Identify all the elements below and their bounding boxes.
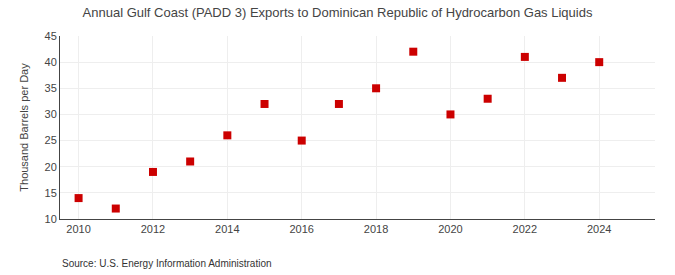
svg-text:Thousand Barrels per Day: Thousand Barrels per Day bbox=[18, 63, 30, 192]
svg-text:20: 20 bbox=[45, 161, 57, 173]
svg-text:10: 10 bbox=[45, 213, 57, 225]
svg-text:2016: 2016 bbox=[289, 223, 313, 235]
svg-text:2012: 2012 bbox=[141, 223, 165, 235]
svg-text:2018: 2018 bbox=[364, 223, 388, 235]
svg-text:45: 45 bbox=[45, 30, 57, 42]
svg-text:2024: 2024 bbox=[587, 223, 611, 235]
svg-text:25: 25 bbox=[45, 134, 57, 146]
svg-text:2014: 2014 bbox=[215, 223, 239, 235]
svg-text:15: 15 bbox=[45, 187, 57, 199]
svg-text:Source: U.S. Energy Informatio: Source: U.S. Energy Information Administ… bbox=[62, 258, 272, 269]
svg-text:Annual Gulf Coast (PADD 3) Exp: Annual Gulf Coast (PADD 3) Exports to Do… bbox=[83, 5, 593, 20]
svg-text:2022: 2022 bbox=[513, 223, 537, 235]
svg-text:40: 40 bbox=[45, 56, 57, 68]
svg-text:30: 30 bbox=[45, 108, 57, 120]
svg-text:35: 35 bbox=[45, 82, 57, 94]
svg-text:2020: 2020 bbox=[438, 223, 462, 235]
svg-text:2010: 2010 bbox=[66, 223, 90, 235]
